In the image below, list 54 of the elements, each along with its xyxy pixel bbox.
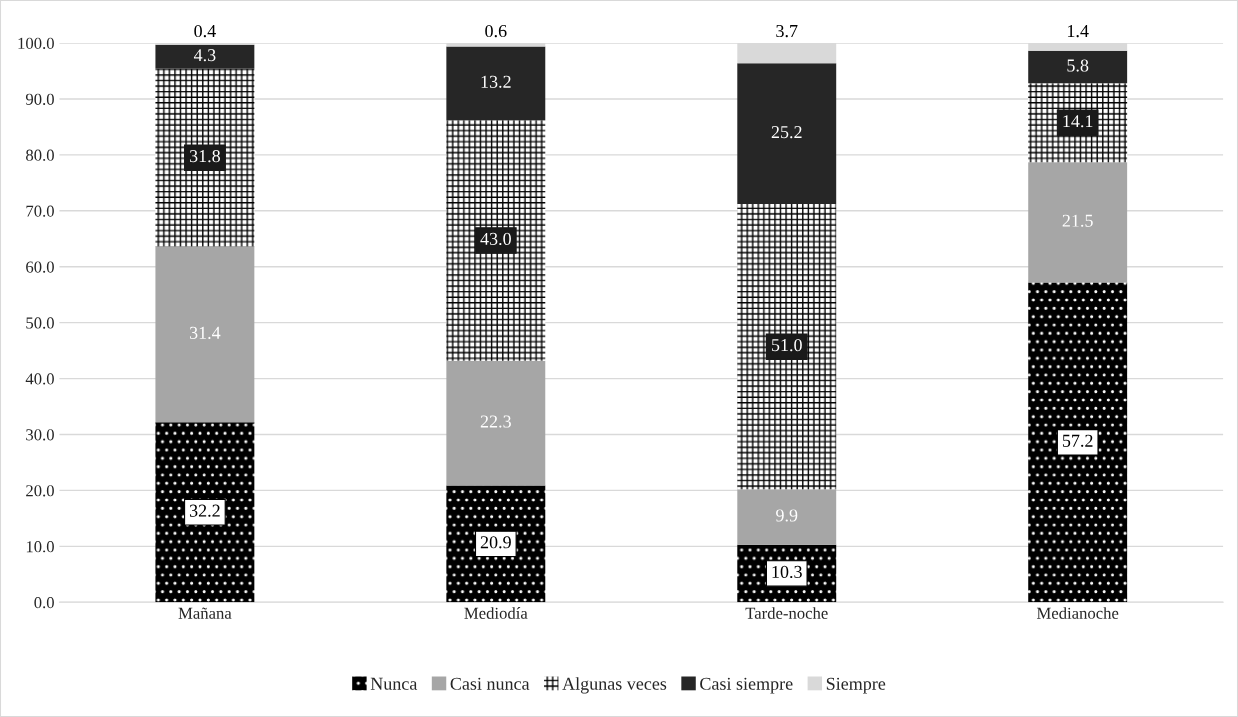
data-label: 57.2 [1062,434,1093,447]
bar [446,120,546,361]
data-label: 1.4 [1067,25,1089,38]
data-label: 31.8 [189,150,220,163]
data-label: 31.4 [189,326,221,339]
x-tick-label: Tarde-noche [745,607,828,619]
data-label: 13.2 [481,75,511,88]
data-label: 21.5 [1062,214,1093,227]
data-label: 51.0 [772,339,802,352]
bar [155,68,255,247]
y-tick-label: 40.0 [25,373,54,385]
y-tick-label: 80.0 [26,149,54,161]
data-label: 4.3 [193,49,216,62]
bar [446,485,546,603]
y-tick-label: 60.0 [26,261,54,273]
data-label: 9.9 [776,509,798,522]
bar [1028,50,1128,84]
data-label: 43.0 [480,232,511,246]
data-label: 22.3 [480,415,511,428]
bar [737,63,837,205]
y-tick-label: 90.0 [25,93,54,105]
bar [446,360,546,486]
data-label: 14.1 [1063,115,1093,128]
data-label: 0.6 [485,24,507,38]
y-tick-label: 20.0 [26,485,54,497]
data-label: 20.9 [480,536,511,549]
x-tick-label: Medianoche [1036,607,1119,619]
data-label: 10.3 [772,565,802,579]
legend-label: Nunca [370,677,418,690]
bar [446,46,546,121]
data-label: 25.2 [771,126,802,139]
bar [155,246,255,423]
legend-label: Siempre [826,677,886,694]
y-tick-label: 0.0 [34,596,54,609]
bar [1028,282,1128,603]
bar [1028,162,1128,283]
bar [155,44,255,69]
y-tick-label: 30.0 [26,429,54,441]
y-tick-label: 50.0 [26,317,54,329]
bar [155,422,255,603]
data-label: 0.4 [194,24,216,38]
bar [737,204,837,490]
legend-label: Casi nunca [450,677,530,690]
legend-label: Algunas veces [562,677,667,694]
y-tick-label: 70.0 [26,205,54,217]
data-label: 3.7 [776,24,798,38]
x-tick-label: Mañana [178,607,232,619]
x-tick-label: Mediodía [464,607,528,619]
data-label: 5.8 [1067,59,1089,72]
bar [737,489,837,545]
y-tick-label: 10.0 [26,541,54,553]
y-tick-label: 100.0 [18,37,54,50]
legend-label: Casi siempre [700,677,793,694]
data-label: 32.2 [189,504,220,517]
